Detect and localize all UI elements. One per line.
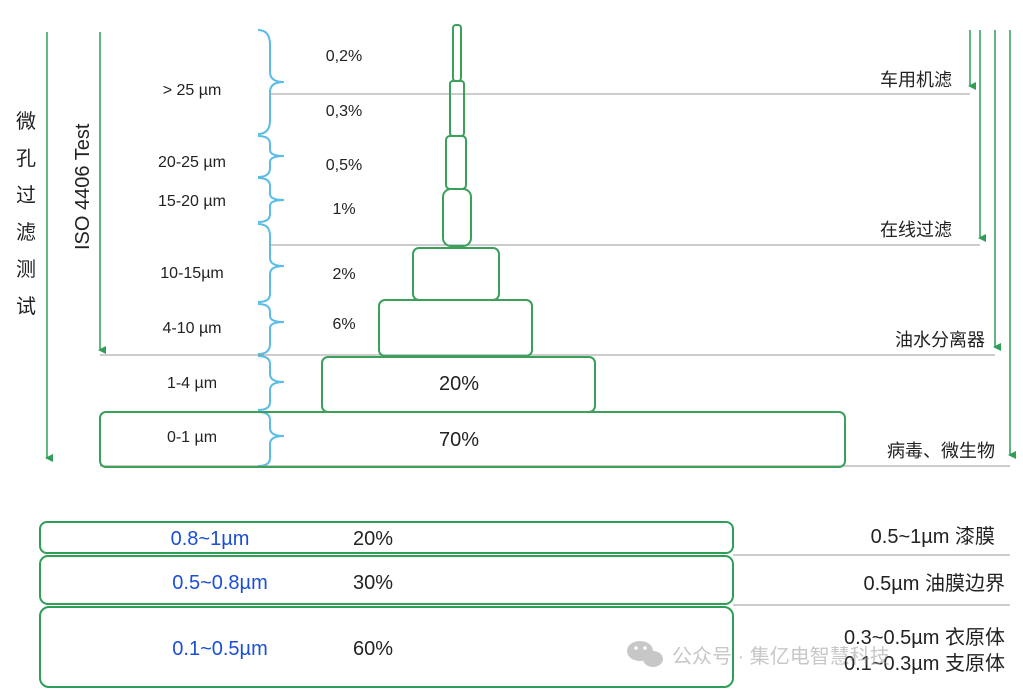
watermark: 公众号 · 集亿电智慧科技 <box>627 641 890 668</box>
size-braces <box>257 29 285 467</box>
table-desc: 0.1~0.3µm 支原体 <box>844 652 1005 675</box>
pyramid-block-1 <box>442 188 472 247</box>
table-percent: 60% <box>353 638 393 660</box>
filter-label: 病毒、微生物 <box>887 441 995 461</box>
size-labels: > 25 µm 20-25 µm 15-20 µm 10-15µm 4-10 µ… <box>158 82 226 446</box>
pyramid-block-03 <box>449 80 465 137</box>
size-label: > 25 µm <box>163 82 222 99</box>
brace-20-25 <box>257 135 285 178</box>
left-label-char: 微 <box>16 110 36 133</box>
right-arrows <box>968 30 1016 459</box>
percent-label: 0,5% <box>326 157 362 174</box>
pyramid-percent-20: 20% <box>439 373 479 395</box>
percent-label: 2% <box>332 266 355 283</box>
left-label-char: 过 <box>16 184 36 207</box>
table-percent: 30% <box>353 572 393 594</box>
filter-labels: 车用机滤 在线过滤 油水分离器 病毒、微生物 <box>880 70 995 461</box>
table-row-box-2 <box>39 555 734 605</box>
table-desc: 0.5µm 油膜边界 <box>863 572 1005 595</box>
table-row-box-1 <box>39 521 734 554</box>
size-label: 15-20 µm <box>158 193 226 210</box>
separator-lines <box>100 93 1010 467</box>
left-label-char: 孔 <box>16 147 36 170</box>
size-label: 0-1 µm <box>167 429 217 446</box>
pyramid-block-05 <box>445 135 467 190</box>
brace-10-15 <box>257 223 285 303</box>
size-label: 4-10 µm <box>162 320 221 337</box>
wechat-icon <box>627 641 663 667</box>
size-label: 10-15µm <box>160 265 223 282</box>
percent-label: 0,2% <box>326 48 362 65</box>
percent-label: 6% <box>332 316 355 333</box>
left-label-char: 测 <box>16 258 36 281</box>
percent-labels: 0,2% 0,3% 0,5% 1% 2% 6% <box>326 48 362 333</box>
left-label-char: 试 <box>16 295 36 318</box>
table-desc: 0.5~1µm 漆膜 <box>871 525 995 548</box>
pyramid-block-6 <box>378 299 533 357</box>
brace-gt25 <box>257 29 285 135</box>
brace-4-10 <box>257 303 285 355</box>
brace-0-1 <box>257 411 285 467</box>
percent-label: 0,3% <box>326 103 362 120</box>
watermark-text: 公众号 · 集亿电智慧科技 <box>672 645 890 668</box>
percent-label: 1% <box>332 201 355 218</box>
table-range: 0.8~1µm <box>171 528 250 550</box>
filter-label: 车用机滤 <box>880 70 952 90</box>
sub-micron-table: 0.8~1µm 0.5~0.8µm 0.1~0.5µm 20% 30% 60% … <box>39 521 1010 688</box>
size-label: 20-25 µm <box>158 154 226 171</box>
pyramid-block-2 <box>412 247 500 301</box>
table-range: 0.5~0.8µm <box>172 572 267 594</box>
iso-4406-label: ISO 4406 Test <box>72 123 94 250</box>
table-range: 0.1~0.5µm <box>172 638 267 660</box>
pyramid-block-02 <box>452 24 462 82</box>
brace-1-4 <box>257 355 285 411</box>
pyramid-block-70 <box>99 411 846 468</box>
table-percent: 20% <box>353 528 393 550</box>
size-label: 1-4 µm <box>167 375 217 392</box>
filter-label: 在线过滤 <box>880 220 952 240</box>
pyramid-percent-70: 70% <box>439 429 479 451</box>
particle-pyramid <box>99 24 846 468</box>
left-vertical-label: 微 孔 过 滤 测 试 <box>16 110 36 318</box>
table-desc: 0.3~0.5µm 衣原体 <box>844 626 1005 649</box>
filter-label: 油水分离器 <box>895 330 985 350</box>
left-label-char: 滤 <box>16 221 36 244</box>
table-row-box-3 <box>39 606 734 688</box>
brace-15-20 <box>257 177 285 223</box>
